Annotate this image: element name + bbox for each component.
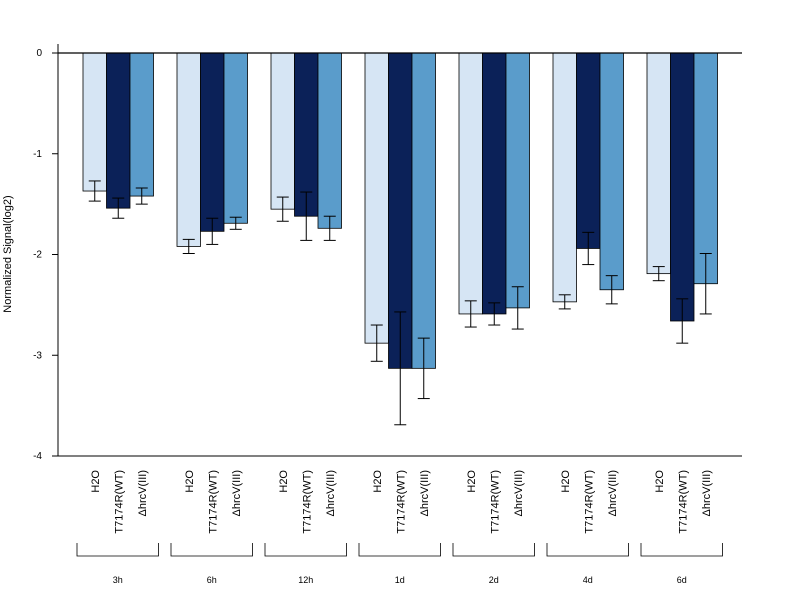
series-tick-label: ΔhrcV(III) <box>607 470 619 516</box>
group-label: 3h <box>113 575 123 585</box>
bar <box>646 52 671 275</box>
series-tick-label: H2O <box>278 470 290 493</box>
series-tick-label: ΔhrcV(III) <box>325 470 337 516</box>
group-bracket <box>358 543 441 557</box>
y-tick-label: 0 <box>36 48 42 59</box>
bar <box>552 52 577 303</box>
axes-layer: 0 -1 -2 -3 -4 <box>33 44 742 462</box>
y-tick-label: -3 <box>33 350 42 361</box>
group-bracket <box>546 543 629 557</box>
group-label: 12h <box>298 575 313 585</box>
series-tick-label: H2O <box>90 470 102 493</box>
series-tick-label: T7174R(WT) <box>301 470 313 534</box>
series-tick-label: H2O <box>372 470 384 493</box>
bar <box>317 52 342 229</box>
series-tick-label: H2O <box>466 470 478 493</box>
group-bracket <box>264 543 347 557</box>
y-tick-label: -2 <box>33 250 42 261</box>
group-label: 2d <box>489 575 499 585</box>
series-tick-label: ΔhrcV(III) <box>513 470 525 516</box>
bar <box>364 52 389 344</box>
group-label: 4d <box>583 575 593 585</box>
bar <box>599 52 624 291</box>
bars-layer <box>82 52 718 369</box>
group-label: 6d <box>677 575 687 585</box>
series-tick-label: ΔhrcV(III) <box>137 470 149 516</box>
group-bracket <box>170 543 253 557</box>
series-tick-label: T7174R(WT) <box>583 470 595 534</box>
series-tick-label: T7174R(WT) <box>395 470 407 534</box>
bar <box>458 52 483 315</box>
series-tick-label: T7174R(WT) <box>489 470 501 534</box>
series-tick-label: H2O <box>654 470 666 493</box>
series-tick-label: ΔhrcV(III) <box>231 470 243 516</box>
bar <box>693 52 718 285</box>
bar <box>482 52 507 315</box>
bar <box>576 52 601 249</box>
bar <box>223 52 248 224</box>
group-bracket <box>640 543 723 557</box>
bar <box>270 52 295 210</box>
x-labels-layer: H2O T7174R(WT) ΔhrcV(III) 3h H2O T7174R(WT) Δh… <box>76 470 723 585</box>
series-tick-label: T7174R(WT) <box>113 470 125 534</box>
group-label: 6h <box>207 575 217 585</box>
series-tick-label: T7174R(WT) <box>207 470 219 534</box>
series-tick-label: T7174R(WT) <box>677 470 689 534</box>
bar <box>200 52 225 232</box>
series-tick-label: H2O <box>184 470 196 493</box>
error-bars-layer <box>88 180 712 426</box>
y-tick-label: -1 <box>33 149 42 160</box>
group-label: 1d <box>395 575 405 585</box>
group-bracket <box>76 543 159 557</box>
y-tick-label: -4 <box>33 451 42 462</box>
bar <box>106 52 131 209</box>
bar <box>411 52 436 369</box>
bar <box>670 52 695 322</box>
bar <box>129 52 154 197</box>
series-tick-label: ΔhrcV(III) <box>701 470 713 516</box>
y-axis-label: Normalized Signal(log2) <box>2 195 14 312</box>
bar <box>505 52 530 309</box>
series-tick-label: H2O <box>560 470 572 493</box>
group-bracket <box>452 543 535 557</box>
series-tick-label: ΔhrcV(III) <box>419 470 431 516</box>
bar <box>176 52 201 247</box>
bar <box>82 52 107 192</box>
